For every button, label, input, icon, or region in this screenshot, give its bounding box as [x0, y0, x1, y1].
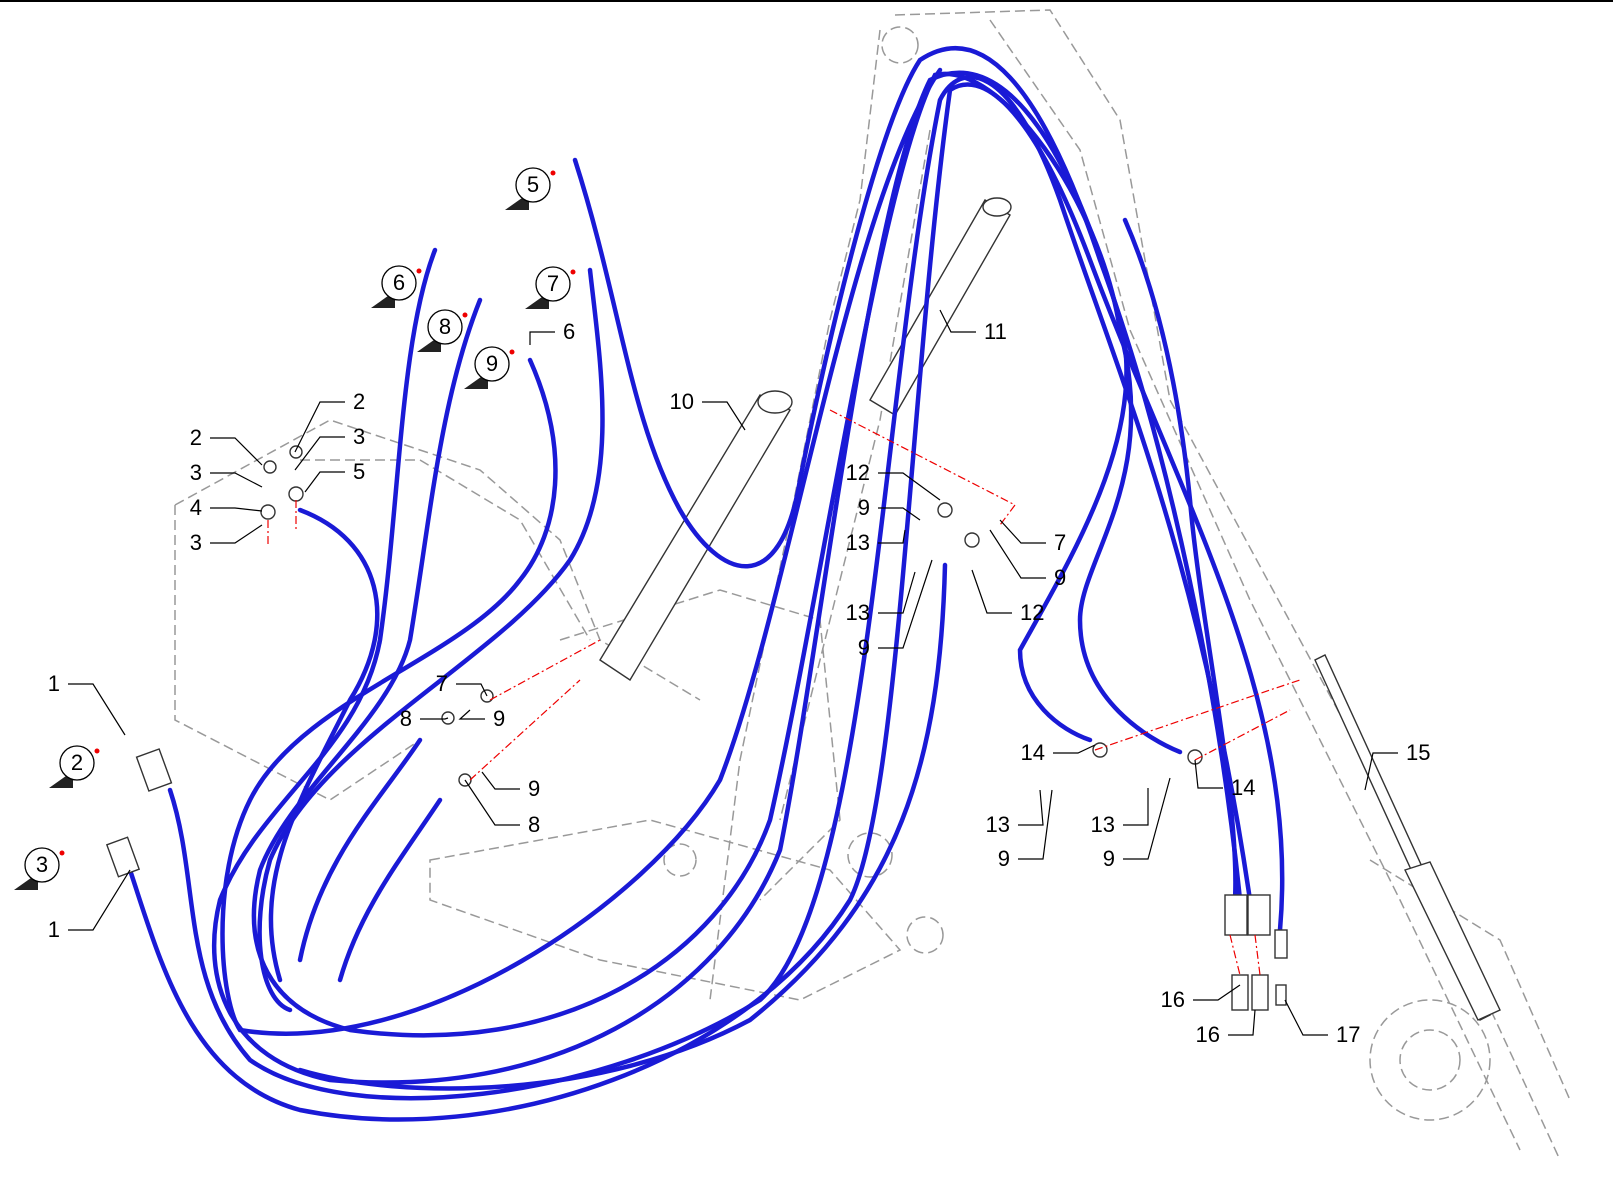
leader-line [1194, 759, 1223, 789]
leader-line [210, 524, 263, 544]
callout-label: 11 [984, 319, 1007, 344]
callout-label: 12 [846, 460, 870, 485]
flag-circle [59, 745, 95, 781]
leader-line [878, 559, 933, 649]
callout-label: 15 [1406, 740, 1430, 765]
callout-label: 14 [1231, 775, 1255, 800]
flag-label: 6 [393, 270, 405, 295]
leader-line [1193, 984, 1241, 1001]
leader-line [1053, 744, 1096, 754]
callout-label: 2 [190, 425, 202, 450]
flag-dot [570, 269, 576, 275]
flag-circle [427, 309, 463, 345]
leader-line [420, 717, 449, 720]
flag-label: 3 [36, 852, 48, 877]
hoses [127, 45, 1285, 1122]
callout-label: 6 [563, 319, 575, 344]
callout-label: 13 [986, 812, 1010, 837]
flag-circle [24, 847, 60, 883]
flag-circle [474, 346, 510, 382]
leader-line [999, 519, 1046, 544]
leader-line [971, 569, 1012, 614]
leader-line [481, 771, 520, 790]
flag-circle [515, 167, 551, 203]
leader-line [68, 869, 131, 931]
callout-label: 13 [846, 600, 870, 625]
callout-label: 7 [436, 671, 448, 696]
callout-label: 3 [190, 460, 202, 485]
leader-line [989, 529, 1046, 579]
callout-label: 17 [1336, 1022, 1360, 1047]
callout-label: 9 [858, 635, 870, 660]
callout-label: 1 [48, 671, 60, 696]
flag-label: 8 [439, 314, 451, 339]
callout-label: 8 [528, 812, 540, 837]
leader-line [294, 436, 345, 471]
leader-line [1018, 789, 1044, 826]
callout-label: 3 [190, 530, 202, 555]
leader-line [529, 331, 555, 345]
leader-line [210, 472, 263, 488]
leader-line [1364, 752, 1398, 791]
leader-line [878, 472, 941, 501]
machine-outline [174, 9, 1571, 1161]
callout-label: 9 [1103, 846, 1115, 871]
callout-label: 16 [1196, 1022, 1220, 1047]
flag-label: 9 [486, 351, 498, 376]
callout-label: 5 [353, 459, 365, 484]
flag-label: 7 [547, 271, 559, 296]
callout-label: 9 [1054, 565, 1066, 590]
callout-label: 13 [846, 530, 870, 555]
callout-label: 7 [1054, 530, 1066, 555]
callout-label: 10 [670, 389, 694, 414]
leader-line [210, 507, 263, 512]
leader-line [702, 401, 746, 431]
leader-line [456, 683, 488, 697]
leader-line [68, 683, 126, 736]
callout-label: 2 [353, 389, 365, 414]
callout-label: 9 [528, 776, 540, 801]
leader-line [878, 507, 921, 521]
callout-label: 3 [353, 424, 365, 449]
callout-label: 9 [493, 706, 505, 731]
leader-line [1018, 789, 1053, 860]
callout-label: 4 [190, 495, 202, 520]
flag-circle [535, 266, 571, 302]
callout-label: 12 [1020, 600, 1044, 625]
leader-line [210, 437, 263, 466]
leader-line [1123, 777, 1171, 860]
cylinders [599, 197, 1501, 1021]
flag-dot [59, 850, 65, 856]
leader-line [458, 709, 485, 720]
callout-label: 16 [1161, 987, 1185, 1012]
leader-line [304, 471, 345, 493]
flag-dot [462, 312, 468, 318]
flag-dot [550, 170, 556, 176]
flag-dot [94, 748, 100, 754]
callout-label: 9 [998, 846, 1010, 871]
flag-circle [381, 265, 417, 301]
leader-line [1284, 999, 1328, 1036]
leader-line [878, 571, 916, 614]
flag-dot [509, 349, 515, 355]
callout-label: 14 [1021, 740, 1045, 765]
fittings [105, 409, 1301, 1011]
leader-line [1228, 1009, 1256, 1036]
leader-line [294, 401, 345, 453]
flag-label: 2 [71, 750, 83, 775]
leader-line [878, 529, 906, 544]
callout-label: 8 [400, 706, 412, 731]
callout-label: 13 [1091, 812, 1115, 837]
leader-line [464, 779, 520, 826]
flag-dot [416, 268, 422, 274]
callout-label: 1 [48, 917, 60, 942]
callout-label: 9 [858, 495, 870, 520]
flag-label: 5 [527, 172, 539, 197]
leader-line [939, 309, 976, 333]
leader-line [1123, 788, 1149, 826]
